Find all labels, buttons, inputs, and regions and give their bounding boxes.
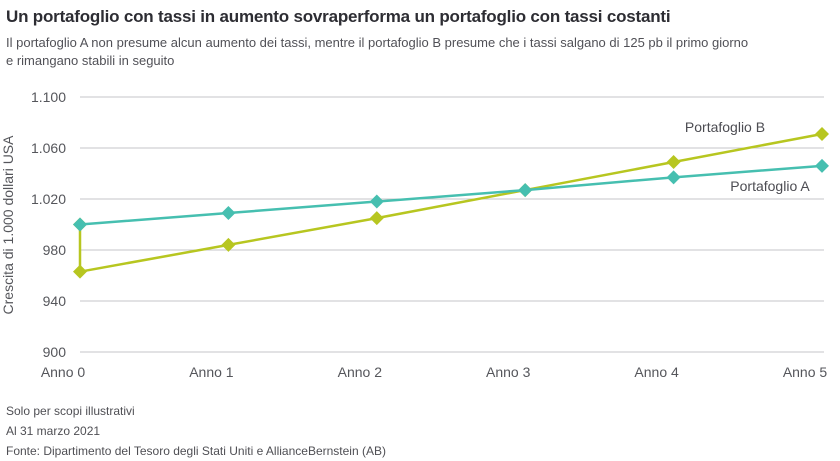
data-point-diamond <box>815 126 829 141</box>
y-tick-label: 1.060 <box>31 140 66 156</box>
footnote-source: Fonte: Dipartimento del Tesoro degli Sta… <box>6 444 386 458</box>
data-point-diamond <box>73 217 87 232</box>
y-tick-label: 940 <box>43 293 67 309</box>
footnote-date: Al 31 marzo 2021 <box>6 424 101 438</box>
y-tick-label: 1.020 <box>31 191 66 207</box>
y-axis-title: Crescita di 1.000 dollari USA <box>0 135 16 315</box>
x-axis-label: Anno 0 <box>41 364 86 380</box>
chart-subtitle-line2: e rimangano stabili in seguito <box>6 53 175 68</box>
footnote-disclaimer: Solo per scopi illustrativi <box>6 404 135 418</box>
series-label-portafoglio-b: Portafoglio B <box>685 119 765 135</box>
data-point-diamond <box>369 194 384 209</box>
data-point-diamond <box>666 170 681 185</box>
x-axis-label: Anno 4 <box>634 364 679 380</box>
data-point-diamond <box>221 206 236 221</box>
series-line-a <box>79 164 823 226</box>
x-axis-label: Anno 3 <box>486 364 531 380</box>
x-axis-label: Anno 2 <box>338 364 383 380</box>
chart-header: Un portafoglio con tassi in aumento sovr… <box>6 7 834 70</box>
data-point-diamond <box>73 264 87 279</box>
data-point-diamond <box>815 158 829 173</box>
data-point-diamond <box>221 237 236 252</box>
series-line-b <box>78 132 823 273</box>
data-point-diamond <box>518 183 533 198</box>
y-tick-label: 980 <box>43 242 67 258</box>
chart-subtitle-line1: Il portafoglio A non presume alcun aumen… <box>6 35 749 50</box>
y-tick-label: 1.100 <box>31 89 66 105</box>
x-axis-label: Anno 5 <box>783 364 828 380</box>
y-tick-label: 900 <box>43 344 67 360</box>
chart-footnotes: Solo per scopi illustrativi Al 31 marzo … <box>6 401 386 461</box>
series-label-portafoglio-a: Portafoglio A <box>730 178 810 194</box>
data-point-diamond <box>369 211 384 226</box>
data-point-diamond <box>666 155 681 170</box>
line-chart: 1.100 1.060 1.020 980 940 900 Crescita di 1.00… <box>0 89 829 380</box>
x-axis-label: Anno 1 <box>189 364 234 380</box>
chart-title: Un portafoglio con tassi in aumento sovr… <box>6 7 671 26</box>
